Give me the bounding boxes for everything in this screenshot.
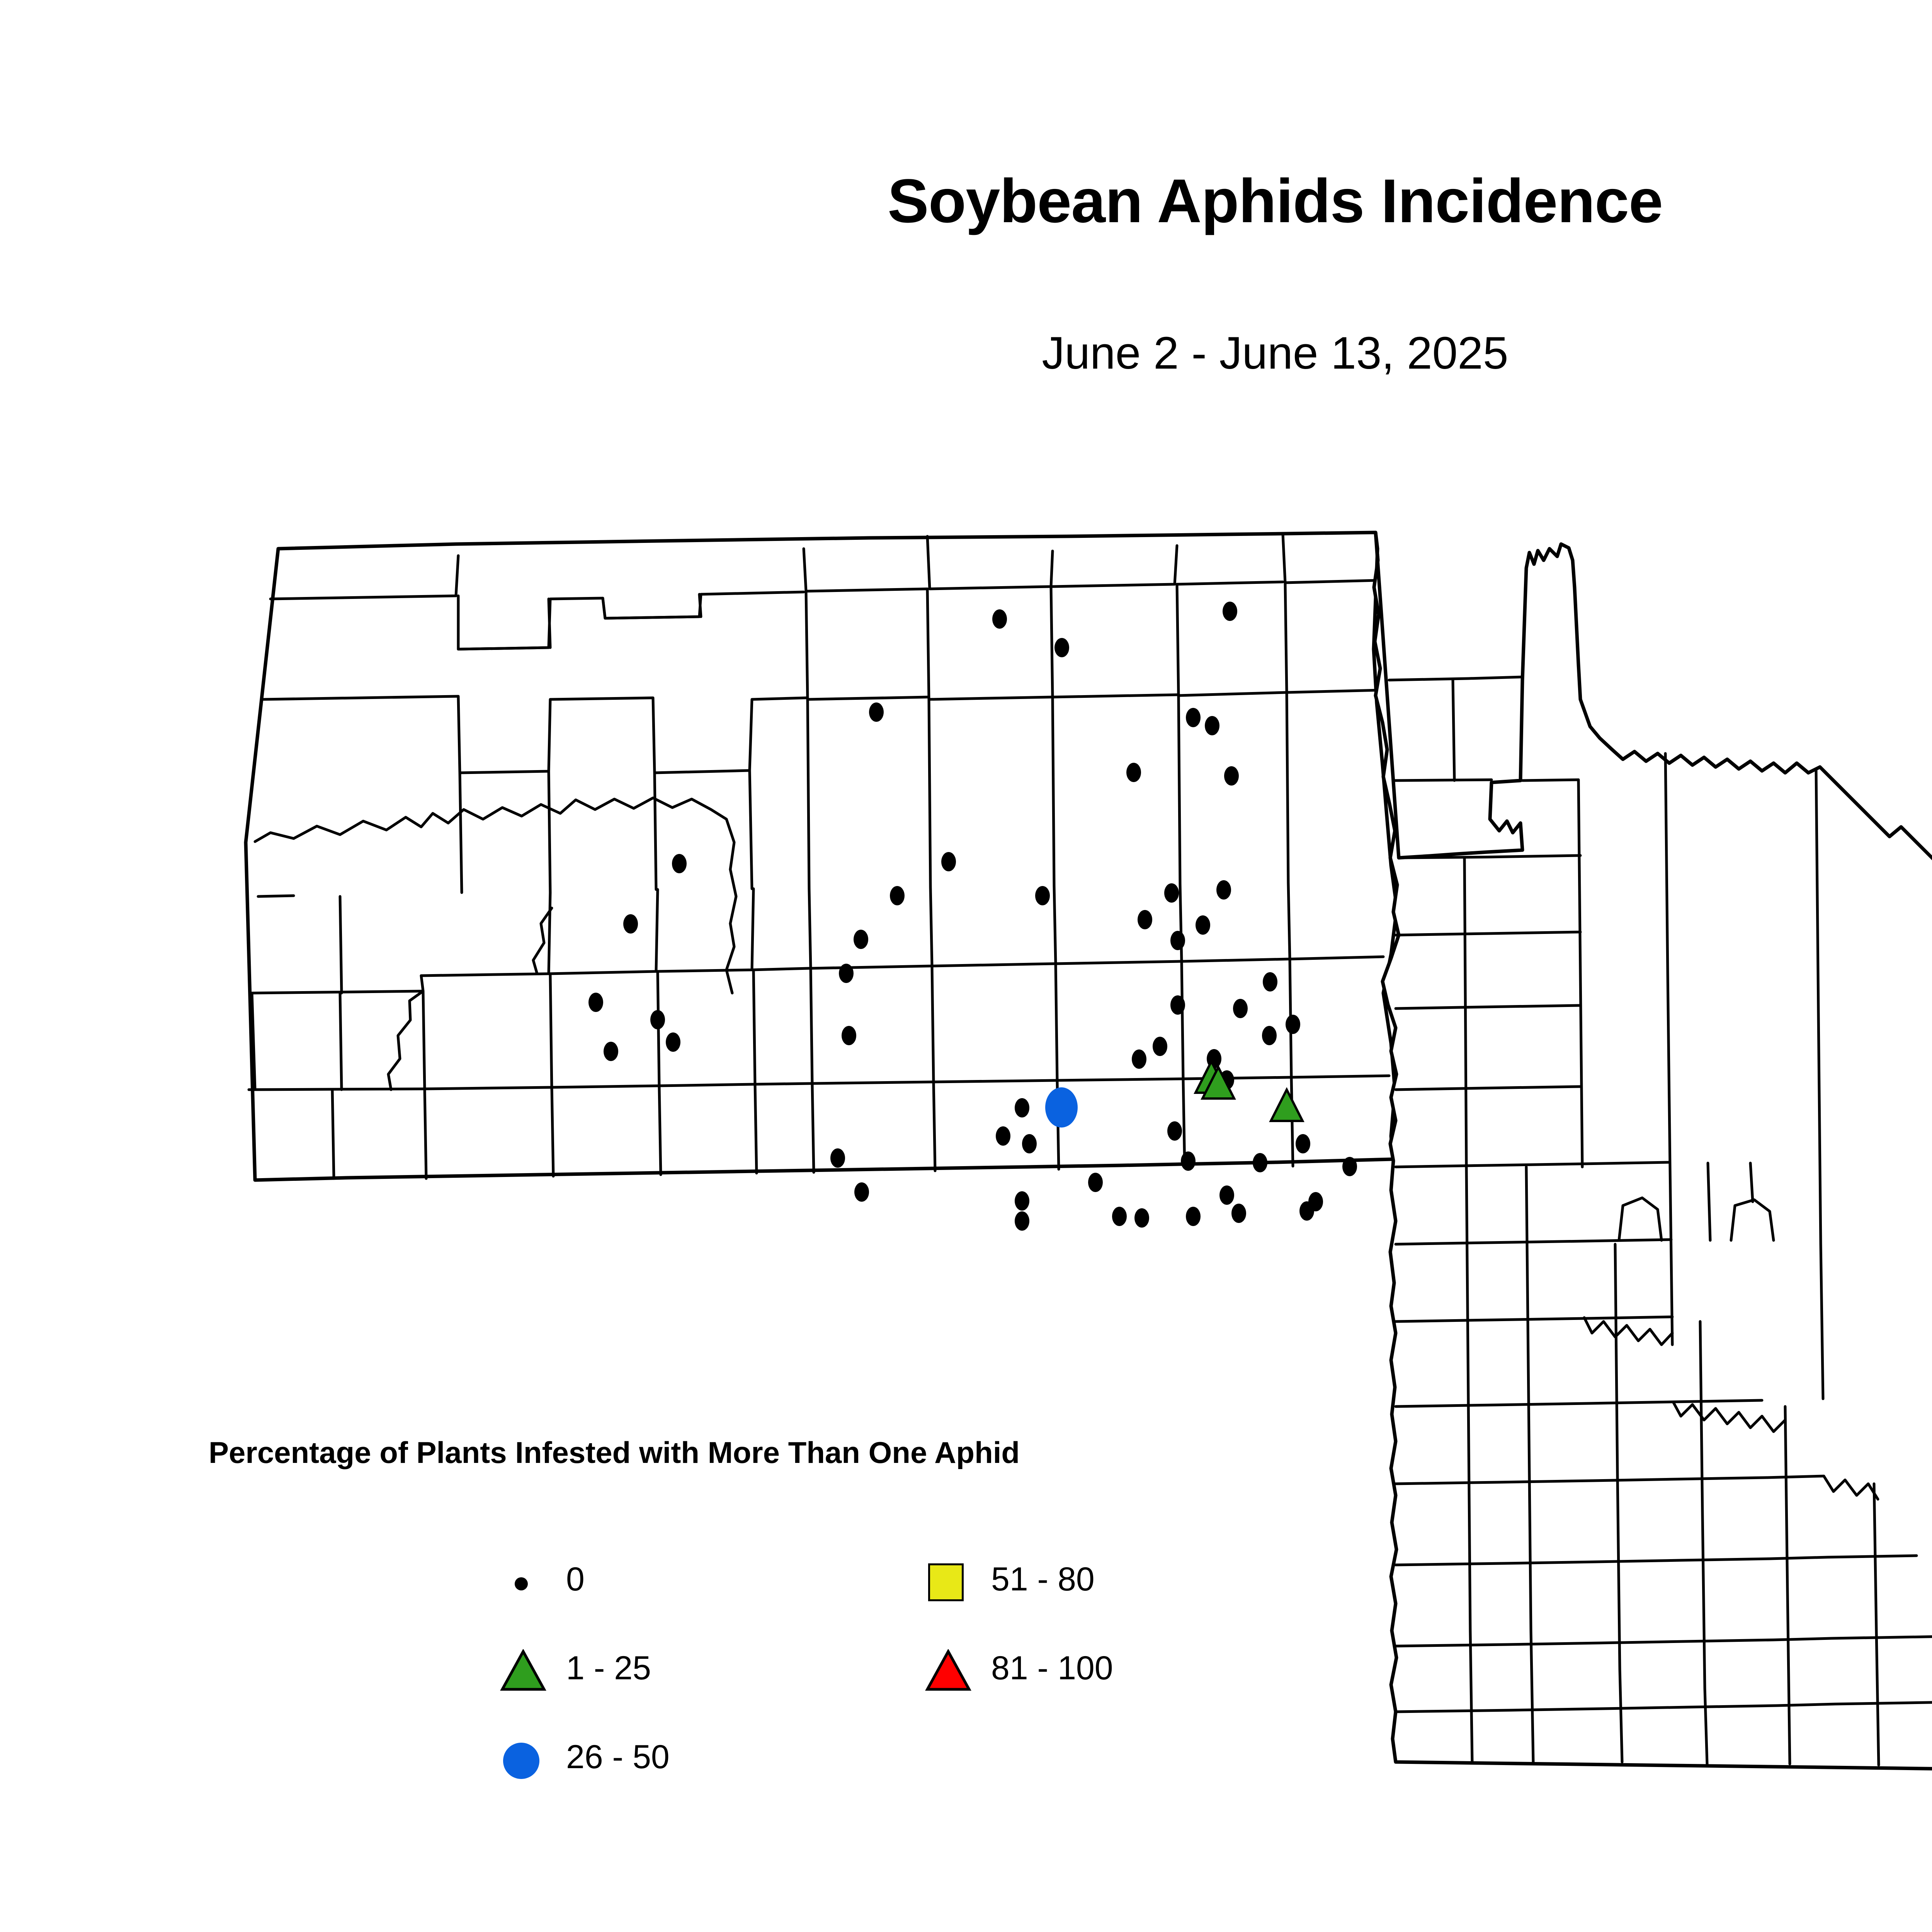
page-subtitle: June 2 - June 13, 2025 [1042, 328, 1509, 379]
data-point-circle[interactable] [1045, 1087, 1078, 1128]
data-point-dot[interactable] [1138, 910, 1152, 929]
data-point-dot[interactable] [1088, 1173, 1103, 1192]
data-point-dot[interactable] [1126, 763, 1141, 782]
triangle-symbol-icon [495, 1646, 546, 1696]
data-point-dot[interactable] [1262, 1026, 1277, 1045]
data-point-dot[interactable] [1186, 708, 1201, 727]
data-point-dot[interactable] [666, 1032, 680, 1052]
legend-item-label: 26 - 50 [566, 1738, 670, 1776]
triangle-glyph [925, 1649, 971, 1691]
data-point-dot[interactable] [839, 964, 854, 983]
data-point-dot[interactable] [1223, 602, 1237, 621]
data-point-dot[interactable] [1170, 995, 1185, 1015]
data-point-triangle[interactable] [1269, 1087, 1304, 1122]
data-point-dot[interactable] [890, 886, 905, 905]
data-point-dot[interactable] [992, 609, 1007, 629]
legend-item-label: 51 - 80 [991, 1561, 1095, 1598]
data-point-dot[interactable] [1342, 1157, 1357, 1176]
data-point-dot[interactable] [854, 930, 868, 949]
data-point-dot[interactable] [1164, 883, 1179, 903]
states-map [244, 531, 1932, 1770]
data-point-dot[interactable] [1196, 915, 1210, 935]
data-point-dot[interactable] [1219, 1185, 1234, 1205]
data-point-dot[interactable] [1015, 1211, 1029, 1231]
data-point-dot[interactable] [854, 1182, 869, 1202]
data-point-dot[interactable] [1015, 1191, 1029, 1211]
data-point-dot[interactable] [1253, 1153, 1267, 1172]
circle-glyph [503, 1743, 539, 1779]
data-point-dot[interactable] [1231, 1204, 1246, 1223]
legend-item-label: 81 - 100 [991, 1650, 1113, 1687]
data-point-dot[interactable] [1022, 1134, 1037, 1153]
data-point-dot[interactable] [604, 1042, 618, 1061]
data-point-dot[interactable] [1286, 1015, 1300, 1034]
legend-item-label: 1 - 25 [566, 1650, 651, 1687]
data-point-dot[interactable] [1216, 880, 1231, 900]
data-point-dot[interactable] [1186, 1207, 1201, 1226]
data-point-dot[interactable] [1170, 931, 1185, 950]
nd-county-lines [247, 532, 1391, 1180]
data-point-dot[interactable] [869, 702, 884, 722]
data-point-dot[interactable] [1035, 886, 1050, 905]
data-point-dot[interactable] [1224, 766, 1239, 786]
mn-county-lines [1388, 675, 1932, 1767]
data-point-dot[interactable] [588, 993, 603, 1012]
data-point-dot[interactable] [1112, 1207, 1127, 1226]
data-point-dot[interactable] [623, 914, 638, 934]
dot-symbol-icon [495, 1557, 545, 1607]
triangle-symbol-icon [920, 1646, 971, 1696]
square-symbol-icon [920, 1557, 970, 1607]
data-point-dot[interactable] [842, 1026, 856, 1045]
minnesota-outline [1372, 531, 1932, 1770]
dot-glyph [515, 1577, 528, 1590]
data-point-dot[interactable] [1296, 1134, 1310, 1153]
data-point-dot[interactable] [672, 854, 687, 873]
legend-title: Percentage of Plants Infested with More … [209, 1435, 1020, 1469]
data-point-layer[interactable] [588, 602, 1357, 1231]
data-point-dot[interactable] [996, 1126, 1010, 1146]
data-point-dot[interactable] [1205, 716, 1219, 735]
data-point-dot[interactable] [830, 1148, 845, 1168]
data-point-dot[interactable] [941, 852, 956, 871]
triangle-glyph [500, 1649, 546, 1691]
page-title: Soybean Aphids Incidence [887, 166, 1663, 235]
square-glyph [928, 1563, 964, 1601]
data-point-dot[interactable] [1263, 972, 1277, 992]
data-point-dot[interactable] [1015, 1098, 1029, 1117]
data-point-dot[interactable] [1308, 1192, 1323, 1211]
data-point-dot[interactable] [1153, 1037, 1167, 1056]
legend-item-label: 0 [566, 1561, 585, 1598]
data-point-triangle[interactable] [1201, 1065, 1236, 1100]
data-point-dot[interactable] [1181, 1151, 1196, 1171]
north-dakota-outline [244, 531, 1399, 1182]
data-point-dot[interactable] [1054, 638, 1069, 657]
data-point-dot[interactable] [650, 1010, 665, 1029]
data-point-dot[interactable] [1167, 1121, 1182, 1141]
data-point-dot[interactable] [1134, 1208, 1149, 1228]
map-canvas[interactable] [0, 433, 1932, 1824]
data-point-dot[interactable] [1233, 999, 1248, 1018]
data-point-dot[interactable] [1132, 1049, 1146, 1069]
circle-symbol-icon [495, 1735, 545, 1785]
legend: Percentage of Plants Infested with More … [209, 1435, 1445, 1779]
